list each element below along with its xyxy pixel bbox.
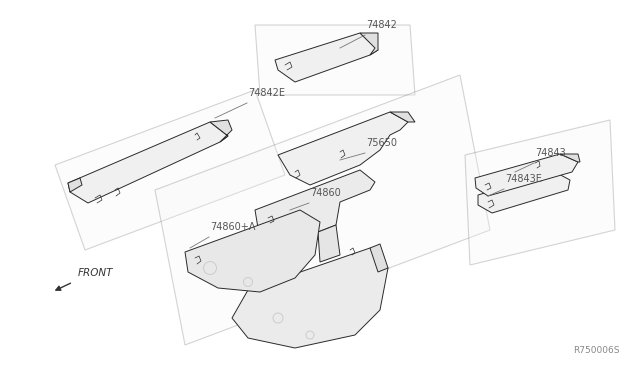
Polygon shape xyxy=(68,178,82,192)
Text: FRONT: FRONT xyxy=(78,268,113,278)
Polygon shape xyxy=(232,248,388,348)
Polygon shape xyxy=(68,122,228,203)
Polygon shape xyxy=(255,25,415,95)
Polygon shape xyxy=(318,225,340,262)
Polygon shape xyxy=(475,154,578,196)
Polygon shape xyxy=(360,33,378,55)
Text: 75650: 75650 xyxy=(366,138,397,148)
Polygon shape xyxy=(370,244,388,272)
Text: 74842: 74842 xyxy=(366,20,397,30)
Polygon shape xyxy=(478,172,570,213)
Polygon shape xyxy=(210,120,232,142)
Polygon shape xyxy=(278,112,408,185)
Text: 74860+A: 74860+A xyxy=(210,222,255,232)
Text: 74843: 74843 xyxy=(535,148,566,158)
Polygon shape xyxy=(465,120,615,265)
Polygon shape xyxy=(560,154,580,162)
Text: R750006S: R750006S xyxy=(573,346,620,355)
Text: 74842E: 74842E xyxy=(248,88,285,98)
Polygon shape xyxy=(275,33,378,82)
Polygon shape xyxy=(390,112,415,122)
Polygon shape xyxy=(55,90,285,250)
Text: 74843E: 74843E xyxy=(505,174,542,184)
Text: 74860: 74860 xyxy=(310,188,340,198)
Polygon shape xyxy=(255,170,375,232)
Polygon shape xyxy=(155,75,490,345)
Polygon shape xyxy=(185,210,320,292)
